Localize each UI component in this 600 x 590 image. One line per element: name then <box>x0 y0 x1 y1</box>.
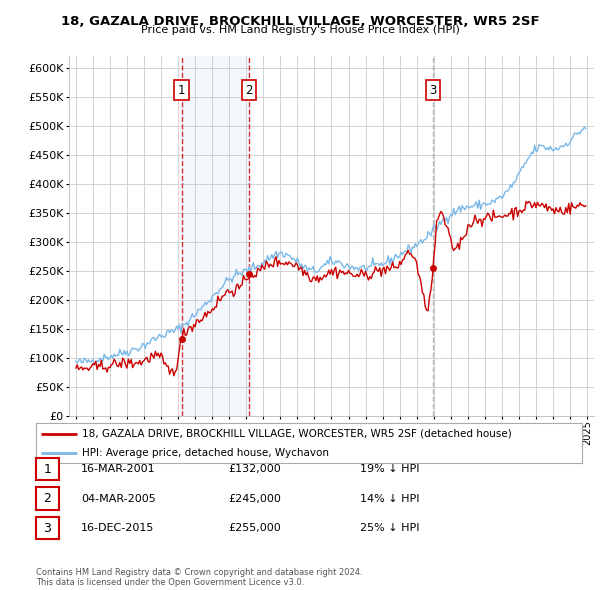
Text: 16-DEC-2015: 16-DEC-2015 <box>81 523 154 533</box>
Text: 3: 3 <box>43 522 52 535</box>
Text: 18, GAZALA DRIVE, BROCKHILL VILLAGE, WORCESTER, WR5 2SF: 18, GAZALA DRIVE, BROCKHILL VILLAGE, WOR… <box>61 15 539 28</box>
Text: 19% ↓ HPI: 19% ↓ HPI <box>360 464 419 474</box>
Text: £255,000: £255,000 <box>228 523 281 533</box>
Text: £132,000: £132,000 <box>228 464 281 474</box>
Bar <box>182 56 249 416</box>
Text: 1: 1 <box>178 84 185 97</box>
Text: 2: 2 <box>43 492 52 505</box>
Text: 14% ↓ HPI: 14% ↓ HPI <box>360 494 419 503</box>
Text: 1: 1 <box>43 463 52 476</box>
Text: £245,000: £245,000 <box>228 494 281 503</box>
Text: 2: 2 <box>245 84 253 97</box>
Text: 25% ↓ HPI: 25% ↓ HPI <box>360 523 419 533</box>
Text: 16-MAR-2001: 16-MAR-2001 <box>81 464 155 474</box>
Text: 18, GAZALA DRIVE, BROCKHILL VILLAGE, WORCESTER, WR5 2SF (detached house): 18, GAZALA DRIVE, BROCKHILL VILLAGE, WOR… <box>82 429 512 439</box>
Text: Price paid vs. HM Land Registry's House Price Index (HPI): Price paid vs. HM Land Registry's House … <box>140 25 460 35</box>
Text: 04-MAR-2005: 04-MAR-2005 <box>81 494 156 503</box>
Text: HPI: Average price, detached house, Wychavon: HPI: Average price, detached house, Wych… <box>82 448 329 458</box>
Text: 3: 3 <box>430 84 437 97</box>
Text: Contains HM Land Registry data © Crown copyright and database right 2024.
This d: Contains HM Land Registry data © Crown c… <box>36 568 362 587</box>
